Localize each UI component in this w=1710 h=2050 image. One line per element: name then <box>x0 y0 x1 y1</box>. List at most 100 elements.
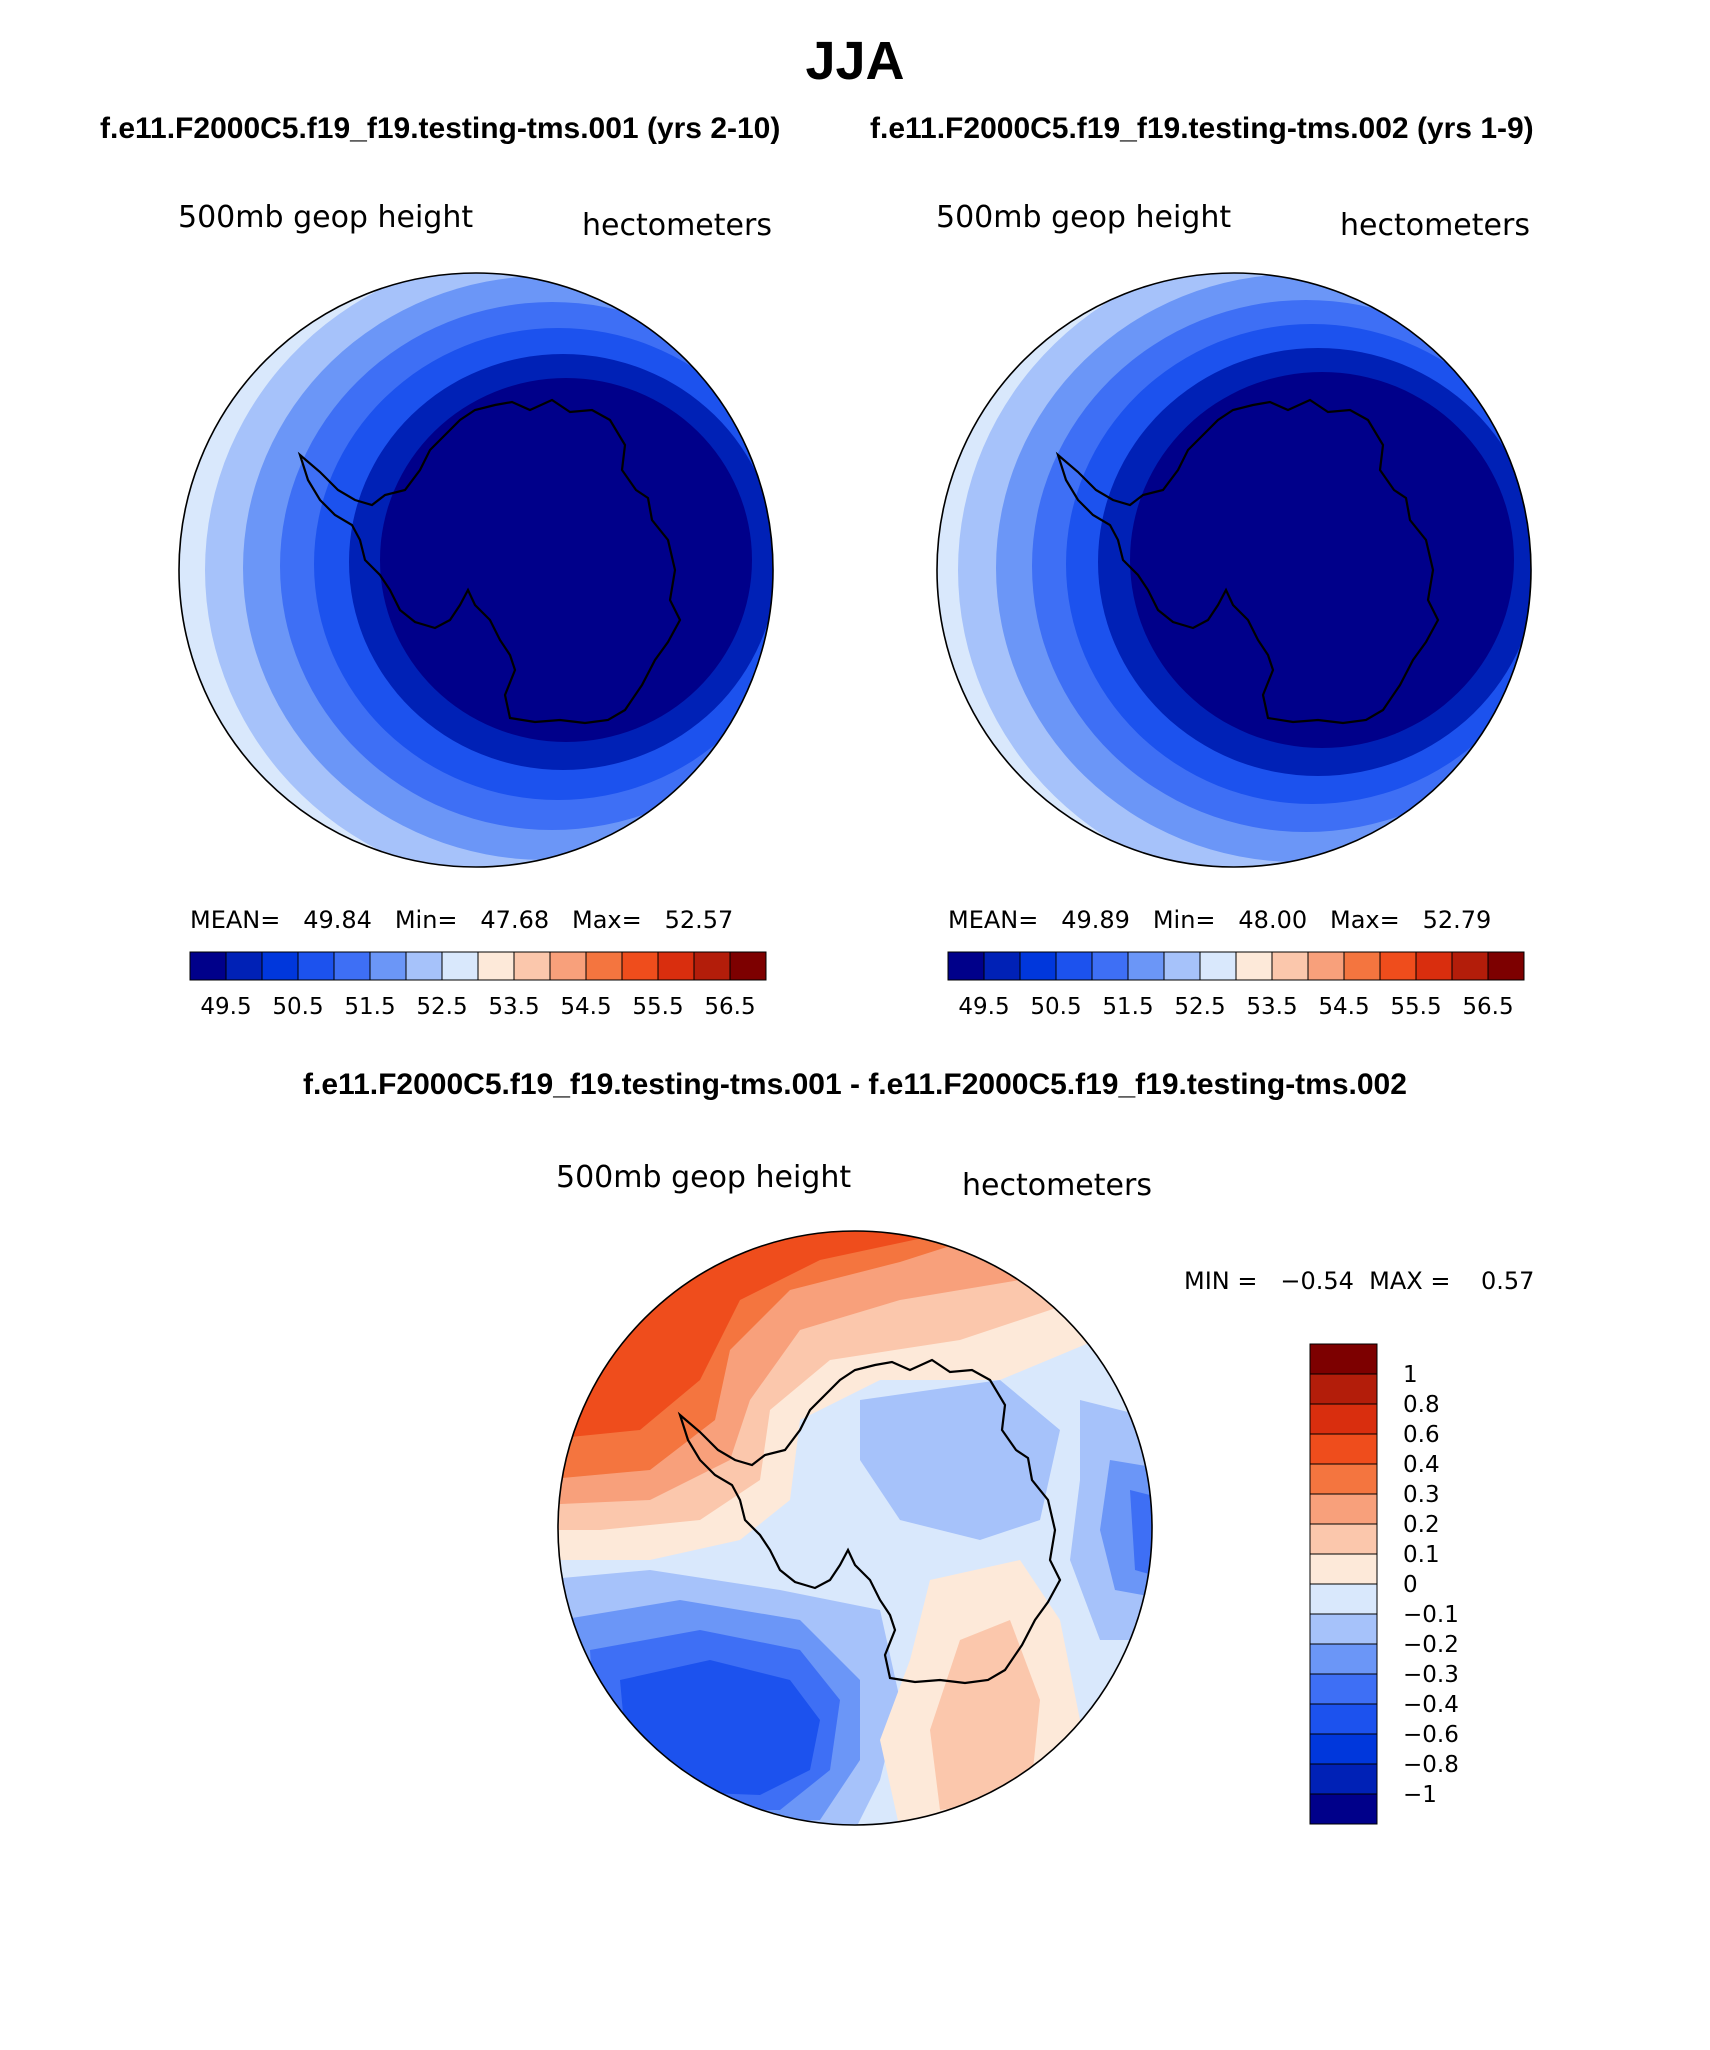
panel3-map <box>558 1231 1152 1825</box>
panel2-variable-label: 500mb geop height <box>936 200 1232 235</box>
panel2-colorbar-tick-label: 56.5 <box>1462 994 1513 1020</box>
panel3-colorbar-cell <box>1309 1613 1378 1645</box>
case-title-right: f.e11.F2000C5.f19_f19.testing-tms.002 (y… <box>870 112 1534 145</box>
panel1-colorbar-tick-label: 50.5 <box>272 994 323 1020</box>
panel2-units-label: hectometers <box>1340 208 1530 243</box>
panel3-colorbar-cell <box>1309 1463 1378 1495</box>
panel3-colorbar-tick-label: −0.3 <box>1403 1662 1459 1688</box>
panel3-colorbar-cell <box>1309 1523 1378 1555</box>
panel3-stats: MIN = −0.54 MAX = 0.57 <box>1184 1267 1535 1295</box>
panel1-colorbar-cell <box>585 951 623 981</box>
panel2-colorbar-cell <box>1379 951 1417 981</box>
panel2-stats: MEAN= 49.89 Min= 48.00 Max= 52.79 <box>948 906 1492 934</box>
panel3-colorbar-cell <box>1309 1793 1378 1825</box>
panel2-map <box>937 273 1531 867</box>
panel1-colorbar-tick-label: 54.5 <box>560 994 611 1020</box>
panel1-colorbar-cell <box>621 951 659 981</box>
panel1-colorbar-tick-label: 56.5 <box>704 994 755 1020</box>
panel1-colorbar-tick-label: 55.5 <box>632 994 683 1020</box>
panel3-map-border <box>557 1230 1153 1826</box>
panel1-colorbar: 49.5 50.5 51.5 52.5 53.5 54.5 55.5 56.5 <box>189 951 767 1020</box>
panel3-colorbar-tick-label: −0.2 <box>1403 1632 1459 1658</box>
panel1-colorbar-cell <box>729 951 767 981</box>
panel3-colorbar-cell <box>1309 1583 1378 1615</box>
panel2-colorbar-cell <box>1055 951 1093 981</box>
panel1-colorbar-cell <box>261 951 299 981</box>
panel1-colorbar-cell <box>369 951 407 981</box>
panel2-colorbar-cell <box>1307 951 1345 981</box>
panel1-colorbar-cell <box>297 951 335 981</box>
panel2-colorbar-tick-label: 50.5 <box>1030 994 1081 1020</box>
panel1-colorbar-tick-label: 51.5 <box>344 994 395 1020</box>
figure-title: JJA <box>805 31 905 91</box>
panel2-colorbar-cell <box>1487 951 1525 981</box>
case-title-left: f.e11.F2000C5.f19_f19.testing-tms.001 (y… <box>100 112 781 145</box>
panel3-colorbar-cell <box>1309 1673 1378 1705</box>
panel2-colorbar-tick-label: 52.5 <box>1174 994 1225 1020</box>
panel3-variable-label: 500mb geop height <box>556 1160 852 1195</box>
panel3-colorbar-cell <box>1309 1343 1378 1375</box>
panel1-colorbar-cell <box>477 951 515 981</box>
panel3-colorbar-cell <box>1309 1403 1378 1435</box>
panel3-colorbar-cell <box>1309 1373 1378 1405</box>
panel3-colorbar-tick-label: 1 <box>1403 1362 1418 1388</box>
panel3-colorbar-tick-label: 0.6 <box>1403 1422 1440 1448</box>
panel3-colorbar-tick-label: −1 <box>1403 1782 1437 1808</box>
panel2-map-border <box>936 272 1532 868</box>
panel2-colorbar-cell <box>1091 951 1129 981</box>
panel2-colorbar-cell <box>1415 951 1453 981</box>
panel1-colorbar-cell <box>405 951 443 981</box>
panel1-map <box>179 273 773 867</box>
panel2-colorbar-tick-label: 53.5 <box>1246 994 1297 1020</box>
panel3-colorbar-tick-label: −0.4 <box>1403 1692 1459 1718</box>
panel3-colorbar-cell <box>1309 1763 1378 1795</box>
panel3-colorbar-tick-label: −0.8 <box>1403 1752 1459 1778</box>
panel3-units-label: hectometers <box>962 1168 1152 1203</box>
panel1-map-border <box>178 272 774 868</box>
panel1-colorbar-cell <box>225 951 263 981</box>
panel2-colorbar-tick-label: 55.5 <box>1390 994 1441 1020</box>
panel2-colorbar-cell <box>1451 951 1489 981</box>
panel2-colorbar-cell <box>1019 951 1057 981</box>
panel2-colorbar-cell <box>1235 951 1273 981</box>
difference-title: f.e11.F2000C5.f19_f19.testing-tms.001 - … <box>303 1068 1407 1101</box>
panel2-colorbar: 49.5 50.5 51.5 52.5 53.5 54.5 55.5 56.5 <box>947 951 1525 1020</box>
panel3-colorbar-tick-label: 0.4 <box>1403 1452 1440 1478</box>
panel1-variable-label: 500mb geop height <box>178 200 474 235</box>
panel1-colorbar-tick-label: 49.5 <box>200 994 251 1020</box>
panel3-colorbar-cell <box>1309 1643 1378 1675</box>
panel3-colorbar-cell <box>1309 1733 1378 1765</box>
panel2-colorbar-tick-label: 51.5 <box>1102 994 1153 1020</box>
panel3-colorbar-tick-label: −0.1 <box>1403 1602 1459 1628</box>
panel1-colorbar-cell <box>513 951 551 981</box>
panel1-colorbar-tick-label: 52.5 <box>416 994 467 1020</box>
panel1-colorbar-cell <box>441 951 479 981</box>
panel2-colorbar-cell <box>1343 951 1381 981</box>
panel2-colorbar-cell <box>1163 951 1201 981</box>
panel3-colorbar-tick-label: 0.2 <box>1403 1512 1440 1538</box>
panel3-colorbar-cell <box>1309 1553 1378 1585</box>
panel1-units-label: hectometers <box>582 208 772 243</box>
panel2-colorbar-tick-label: 49.5 <box>958 994 1009 1020</box>
panel1-colorbar-cell <box>189 951 227 981</box>
panel3-colorbar-tick-label: −0.6 <box>1403 1722 1459 1748</box>
panel3-colorbar-cell <box>1309 1493 1378 1525</box>
panel3-colorbar: 1 0.8 0.6 0.4 0.3 0.2 0.1 0 −0.1 −0.2 −0.3 −0.4 −0.6… <box>1309 1343 1459 1825</box>
panel2-colorbar-cell <box>983 951 1021 981</box>
panel1-colorbar-tick-label: 53.5 <box>488 994 539 1020</box>
panel1-colorbar-cell <box>693 951 731 981</box>
panel2-colorbar-cell <box>1271 951 1309 981</box>
panel3-colorbar-tick-label: 0.8 <box>1403 1392 1440 1418</box>
panel1-stats: MEAN= 49.84 Min= 47.68 Max= 52.57 <box>190 906 734 934</box>
panel2-colorbar-cell <box>947 951 985 981</box>
panel1-colorbar-cell <box>333 951 371 981</box>
panel3-colorbar-tick-label: 0 <box>1403 1572 1418 1598</box>
panel3-colorbar-cell <box>1309 1433 1378 1465</box>
panel2-colorbar-cell <box>1127 951 1165 981</box>
panel3-colorbar-cell <box>1309 1703 1378 1735</box>
panel3-colorbar-tick-label: 0.3 <box>1403 1482 1440 1508</box>
panel3-colorbar-tick-label: 0.1 <box>1403 1542 1440 1568</box>
panel2-colorbar-cell <box>1199 951 1237 981</box>
panel2-colorbar-tick-label: 54.5 <box>1318 994 1369 1020</box>
